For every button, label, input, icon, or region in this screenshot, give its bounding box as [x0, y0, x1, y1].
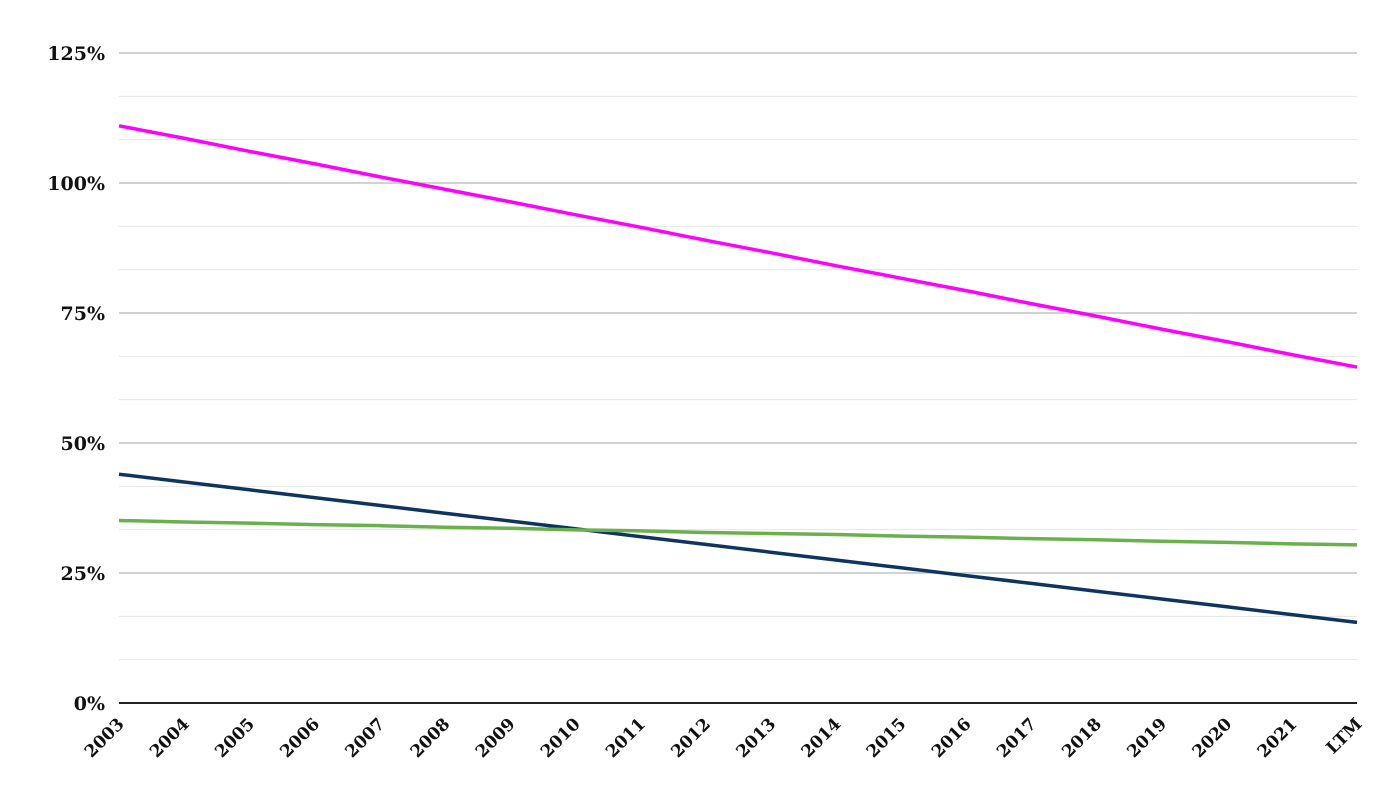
- x-tick-label: 2004: [146, 714, 194, 762]
- gridlines: [119, 52, 1357, 661]
- x-tick-label: 2011: [602, 714, 650, 762]
- x-tick-label: 2021: [1254, 714, 1302, 762]
- x-tick-label: 2019: [1123, 714, 1171, 762]
- series-line-3: [118, 518, 1358, 547]
- y-tick-label: 50%: [61, 433, 106, 455]
- x-tick-label: 2013: [733, 714, 781, 762]
- x-tick-label: 2008: [407, 714, 455, 762]
- x-tick-label: 2009: [472, 714, 520, 762]
- y-tick-label: 0%: [74, 693, 105, 715]
- y-tick-label: 100%: [47, 173, 105, 195]
- x-tick-label: 2007: [342, 714, 390, 762]
- x-tick-label: 2015: [863, 714, 911, 762]
- x-tick-label: 2003: [81, 714, 129, 762]
- x-tick-label: 2016: [928, 714, 976, 762]
- x-tick-label: 2020: [1189, 714, 1237, 762]
- x-tick-label: 2012: [667, 714, 715, 762]
- x-tick-label: 2010: [537, 714, 585, 762]
- y-tick-label: 75%: [61, 303, 106, 325]
- series-line-1: [118, 124, 1358, 369]
- x-tick-label: LTM: [1323, 714, 1367, 758]
- x-tick-label: 2017: [993, 714, 1041, 762]
- y-axis-tick-labels: 0% 25% 50% 75% 100% 125%: [47, 43, 105, 715]
- y-tick-label: 25%: [61, 563, 106, 585]
- x-tick-label: 2006: [276, 714, 324, 762]
- x-axis-tick-labels: 2003 2004 2005 2006 2007 2008 2009 2010 2011 2012…: [81, 714, 1367, 762]
- series-lines: [118, 124, 1358, 625]
- x-tick-label: 2005: [211, 714, 259, 762]
- y-tick-label: 125%: [47, 43, 105, 65]
- x-tick-label: 2018: [1058, 714, 1106, 762]
- x-tick-label: 2014: [798, 714, 846, 762]
- series-line-2: [118, 472, 1358, 625]
